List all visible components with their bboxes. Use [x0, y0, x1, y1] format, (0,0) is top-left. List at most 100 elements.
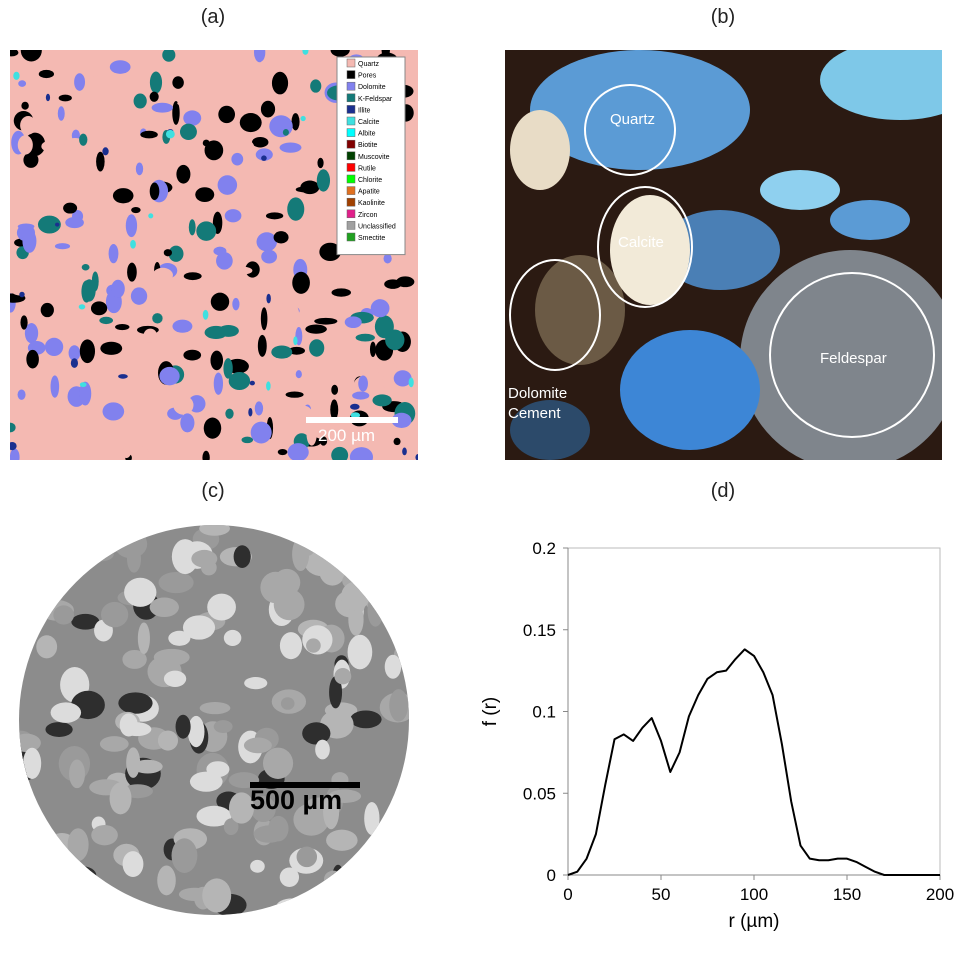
grain [288, 443, 309, 461]
grain [293, 336, 297, 345]
grain [46, 94, 50, 101]
grain [261, 307, 268, 330]
grain [406, 218, 421, 241]
grain [126, 747, 140, 777]
x-tick-label: 0 [563, 885, 572, 904]
grain [394, 438, 401, 445]
grain [58, 106, 65, 121]
grain [168, 631, 190, 646]
grain [370, 342, 376, 357]
grain [326, 830, 358, 851]
grain [96, 152, 105, 172]
grain [52, 329, 74, 336]
grain [296, 370, 302, 378]
grain [305, 324, 327, 333]
mineral-label: Feldespar [820, 349, 887, 369]
grain [39, 70, 54, 78]
grain [377, 362, 397, 376]
legend-swatch [347, 198, 355, 206]
mineral-label: Quartz [610, 110, 655, 130]
grain [154, 649, 190, 666]
grain [51, 702, 81, 723]
grain [406, 238, 417, 253]
grain [261, 155, 267, 160]
grain [150, 92, 159, 102]
grain [409, 378, 414, 388]
grain [234, 267, 253, 275]
grain [134, 94, 147, 109]
grain [202, 878, 231, 912]
grain [317, 158, 323, 168]
grain [324, 871, 343, 888]
grain [5, 49, 18, 57]
grain [152, 313, 162, 323]
y-tick-label: 0 [547, 866, 556, 885]
grain [45, 722, 72, 737]
legend-swatch [347, 221, 355, 229]
grain [345, 316, 362, 328]
grain [150, 72, 162, 94]
grain [281, 697, 295, 710]
grain [333, 873, 349, 902]
grain [276, 898, 308, 914]
grain [391, 549, 403, 571]
grain [204, 418, 221, 439]
panel-label: (a) [183, 6, 243, 29]
grain [257, 232, 278, 251]
grain [83, 279, 96, 301]
grain [55, 223, 59, 227]
grain [206, 761, 229, 777]
grain [280, 632, 302, 659]
legend-swatch [347, 94, 355, 102]
grain [164, 671, 186, 687]
grain [12, 584, 33, 608]
grain [350, 404, 360, 410]
grain [90, 547, 114, 561]
grain [41, 141, 59, 152]
data-line [568, 649, 940, 875]
grain [234, 545, 251, 568]
grain [266, 294, 270, 304]
grain [254, 43, 265, 63]
grain [317, 169, 330, 191]
grain [110, 782, 132, 814]
grain [20, 315, 27, 329]
grain [114, 530, 147, 559]
grain [251, 422, 272, 444]
grain [415, 454, 420, 461]
grain [240, 113, 262, 132]
grain [23, 748, 41, 779]
grain [10, 448, 20, 466]
panel-label: (c) [183, 480, 243, 503]
grain [74, 73, 85, 91]
grain [364, 802, 379, 835]
grain [202, 451, 209, 464]
grain [242, 437, 254, 444]
legend-label: Zircon [358, 212, 378, 219]
x-tick-label: 50 [652, 885, 671, 904]
grain [214, 720, 233, 733]
grain [80, 339, 95, 363]
grain [371, 299, 390, 317]
mineral-label: Calcite [618, 233, 664, 253]
y-axis-title: f (r) [480, 697, 501, 727]
grain [331, 288, 351, 296]
grain [302, 46, 308, 55]
grain [126, 214, 137, 237]
grain [760, 170, 840, 210]
grain [258, 335, 267, 357]
grain [331, 447, 348, 464]
grain [261, 250, 277, 264]
grain [101, 602, 128, 627]
grain [55, 243, 70, 249]
grain [71, 358, 78, 368]
grain [118, 692, 152, 713]
grain [244, 738, 272, 754]
grain [87, 69, 100, 76]
grain [82, 264, 90, 270]
grain [53, 605, 74, 624]
legend-label: Biotite [358, 142, 378, 149]
grain [173, 396, 193, 415]
grain [234, 289, 240, 297]
grain [356, 334, 375, 342]
